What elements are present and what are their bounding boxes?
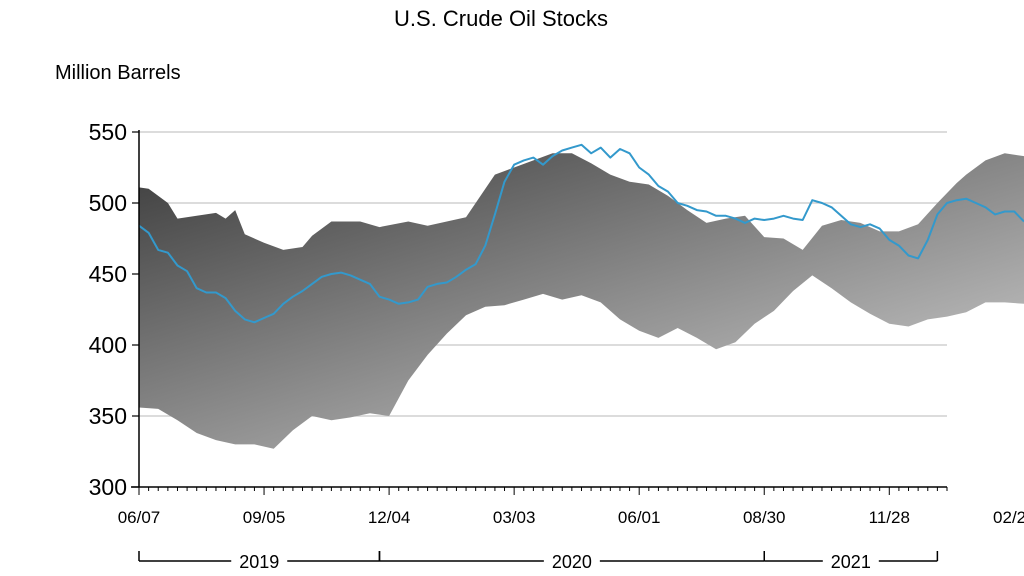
y-tick-label: 450: [89, 261, 127, 287]
crude-stocks-line: [138, 143, 1024, 324]
x-tick-label: 09/05: [243, 508, 286, 527]
chart-title: U.S. Crude Oil Stocks: [394, 6, 608, 31]
y-tick-label: 500: [89, 190, 127, 216]
x-tick-label: 06/07: [118, 508, 161, 527]
y-tick-label: 350: [89, 403, 127, 429]
x-tick-label: 12/04: [368, 508, 411, 527]
year-label: 2019: [239, 552, 279, 572]
data-series-layer: [138, 143, 1024, 324]
year-label: 2020: [552, 552, 592, 572]
x-tick-label: 08/30: [743, 508, 786, 527]
x-tick-label: 11/28: [869, 508, 910, 527]
y-tick-label: 400: [89, 332, 127, 358]
axes: [131, 130, 948, 495]
x-tick-label: 03/03: [493, 508, 536, 527]
x-tick-label: 02/26: [993, 508, 1024, 527]
y-tick-label: 550: [89, 119, 127, 145]
y-tick-label: 300: [89, 474, 127, 500]
five-year-range-band: [139, 153, 1024, 449]
y-axis-label: Million Barrels: [55, 62, 181, 84]
x-tick-labels: 06/07 09/05 12/04 03/03 06/01 08/30 11/28 02/26…: [118, 508, 1024, 527]
range-band-area: [139, 153, 1024, 449]
y-tick-labels: 550 500 450 400 350 300: [89, 119, 127, 500]
x-tick-label: 06/01: [618, 508, 661, 527]
year-label: 2021: [831, 552, 871, 572]
year-brackets: 2019 2020 2021: [138, 551, 939, 572]
